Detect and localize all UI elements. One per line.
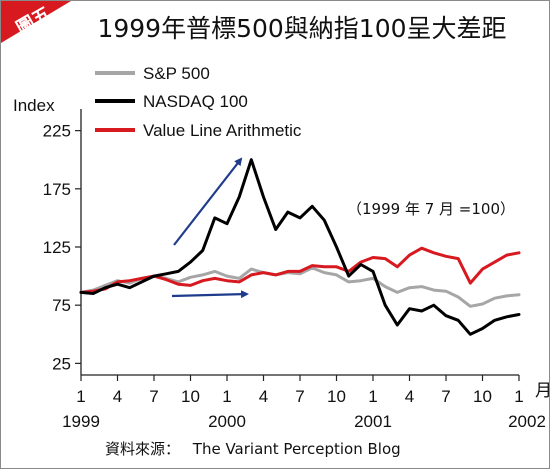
x-year-label: 2000 (208, 412, 246, 431)
y-axis-title: Index (13, 96, 55, 115)
x-year-label: 2001 (354, 412, 392, 431)
x-tick-label: 4 (259, 387, 268, 406)
series-layer (79, 158, 521, 336)
legend-label: Value Line Arithmetic (143, 121, 302, 140)
x-year-label: 2002 (508, 412, 546, 431)
x-tick-label: 1 (222, 387, 231, 406)
source-label: 資料來源： (105, 440, 181, 458)
x-axis-unit: 月 (535, 381, 549, 401)
source-value: The Variant Perception Blog (192, 440, 401, 458)
arrow-layer (171, 157, 249, 299)
x-tick-label: 4 (113, 387, 122, 406)
sp500-flat-arrow (171, 290, 249, 299)
x-tick-label: 1 (368, 387, 377, 406)
base-period-note: （1999 年 7 月 =100） (347, 200, 515, 218)
source-line: 資料來源： The Variant Perception Blog (105, 438, 401, 459)
x-year-label: 1999 (62, 412, 100, 431)
x-tick-label: 1 (76, 387, 85, 406)
x-tick-label: 7 (149, 387, 158, 406)
nasdaq-up-arrow (173, 157, 243, 246)
figure-badge (1, 1, 71, 43)
series-line (79, 158, 521, 336)
series-line (79, 266, 521, 308)
chart-title: 1999年普標500與納指100呈大差距 (97, 14, 507, 43)
y-tick-label: 25 (52, 354, 71, 373)
x-tick-label: 7 (441, 387, 450, 406)
x-tick-label: 1 (514, 387, 523, 406)
badge-background (1, 1, 71, 43)
x-tick-label: 7 (295, 387, 304, 406)
x-tick-label: 4 (405, 387, 414, 406)
legend-label: S&P 500 (143, 64, 210, 83)
y-tick-label: 75 (52, 296, 71, 315)
x-tick-label: 10 (327, 387, 346, 406)
x-tick-label: 10 (473, 387, 492, 406)
legend-label: NASDAQ 100 (143, 92, 248, 111)
y-tick-label: 125 (43, 238, 71, 257)
legend: S&P 500 NASDAQ 100 Value Line Arithmetic (95, 64, 302, 140)
series-line (79, 246, 521, 294)
x-tick-label: 10 (181, 387, 200, 406)
y-tick-label: 225 (43, 122, 71, 141)
y-tick-label: 175 (43, 180, 71, 199)
